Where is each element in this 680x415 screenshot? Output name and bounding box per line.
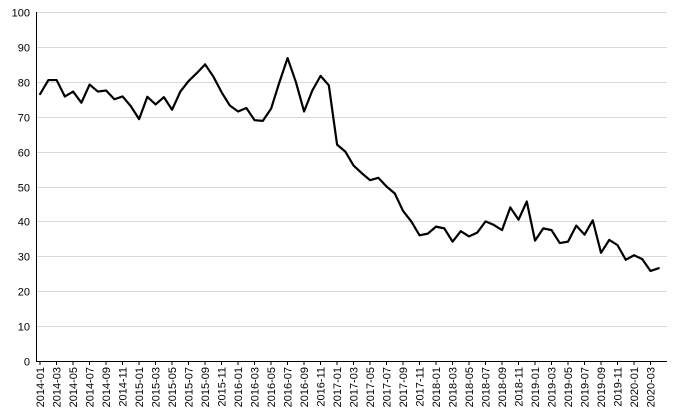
- y-tick-label: 50: [18, 183, 30, 195]
- x-tick-label: 2014-05: [68, 367, 80, 407]
- x-tick-label: 2020-03: [646, 367, 658, 407]
- x-tick-label: 2018-07: [481, 367, 493, 407]
- x-tick-label: 2015-11: [217, 367, 229, 407]
- x-tick-label: 2015-07: [184, 367, 196, 407]
- x-tick-label: 2017-09: [398, 367, 410, 407]
- y-tick-label: 40: [18, 217, 30, 229]
- y-tick-label: 100: [12, 8, 30, 20]
- x-tick-label: 2016-03: [250, 367, 262, 407]
- series-lines: [39, 56, 660, 273]
- x-tick-label: 2014-03: [52, 367, 64, 407]
- x-tick-label: 2016-05: [266, 367, 278, 407]
- x-tick-label: 2018-01: [431, 367, 443, 407]
- x-tick-label: 2017-01: [332, 367, 344, 407]
- gridlines: [36, 12, 667, 327]
- x-tick-label: 2014-09: [101, 367, 113, 407]
- y-tick-label: 80: [18, 78, 30, 90]
- x-tick-label: 2016-01: [233, 367, 245, 407]
- x-tick-label: 2017-07: [382, 367, 394, 407]
- x-tick-label: 2016-09: [299, 367, 311, 407]
- y-tick-label: 20: [18, 287, 30, 299]
- x-axis-tick-labels: 2014-01 2014-03 2014-05 2014-07 2014-09 2014-…: [35, 361, 658, 407]
- x-tick-label: 2017-03: [349, 367, 361, 407]
- y-tick-label: 90: [18, 43, 30, 55]
- x-tick-label: 2019-11: [613, 367, 625, 407]
- x-tick-label: 2018-11: [514, 367, 526, 407]
- x-tick-label: 2016-07: [283, 367, 295, 407]
- x-tick-label: 2015-05: [167, 367, 179, 407]
- y-tick-label: 0: [24, 357, 30, 369]
- x-tick-label: 2020-01: [629, 367, 641, 407]
- x-tick-label: 2018-05: [464, 367, 476, 407]
- y-axis-tick-labels: 0 10 20 30 40 50 60 70 80 90 100: [12, 8, 30, 369]
- x-tick-label: 2016-11: [316, 367, 328, 407]
- x-tick-label: 2019-03: [547, 367, 559, 407]
- x-tick-label: 2015-03: [151, 367, 163, 407]
- x-tick-label: 2019-01: [530, 367, 542, 407]
- axes: [36, 12, 667, 362]
- x-tick-label: 2017-05: [365, 367, 377, 407]
- x-tick-label: 2015-09: [200, 367, 212, 407]
- x-tick-label: 2019-09: [596, 367, 608, 407]
- x-tick-label: 2014-01: [35, 367, 47, 407]
- x-tick-label: 2017-11: [415, 367, 427, 407]
- y-tick-label: 60: [18, 148, 30, 160]
- x-tick-label: 2019-07: [580, 367, 592, 407]
- x-tick-label: 2018-09: [497, 367, 509, 407]
- x-tick-label: 2014-07: [85, 367, 97, 407]
- y-tick-label: 70: [18, 113, 30, 125]
- y-tick-label: 30: [18, 252, 30, 264]
- x-tick-label: 2014-11: [118, 367, 130, 407]
- x-tick-label: 2015-01: [134, 367, 146, 407]
- y-tick-label: 10: [18, 322, 30, 334]
- x-tick-label: 2018-03: [448, 367, 460, 407]
- x-tick-label: 2019-05: [563, 367, 575, 407]
- series-line: [39, 56, 660, 273]
